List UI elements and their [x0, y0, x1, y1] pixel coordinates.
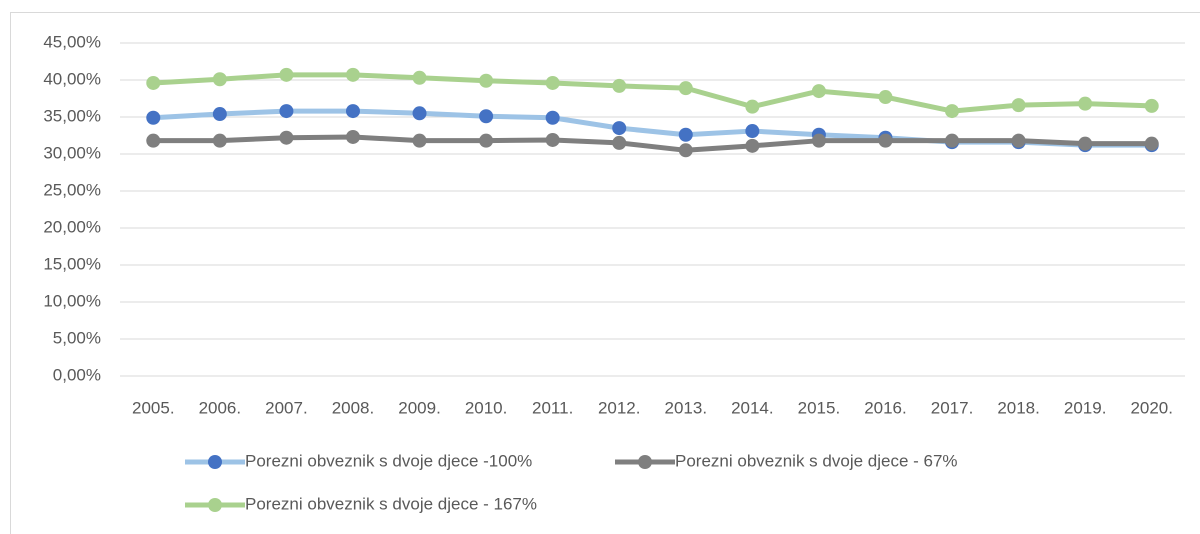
y-tick-label: 40,00%	[43, 69, 101, 88]
y-tick-label: 0,00%	[53, 365, 101, 384]
y-tick-label: 30,00%	[43, 143, 101, 162]
data-point	[279, 67, 294, 82]
x-tick-label: 2018.	[997, 398, 1040, 417]
data-point	[745, 124, 760, 139]
x-tick-label: 2017.	[931, 398, 974, 417]
data-point	[678, 81, 693, 96]
legend-marker	[638, 455, 652, 469]
data-point	[945, 133, 960, 148]
data-point	[612, 121, 627, 136]
y-tick-label: 5,00%	[53, 328, 101, 347]
data-point	[678, 127, 693, 142]
data-point	[345, 67, 360, 82]
x-tick-label: 2006.	[199, 398, 242, 417]
legend-label: Porezni obveznik s dvoje djece - 67%	[675, 451, 958, 470]
data-point	[612, 78, 627, 93]
x-tick-label: 2013.	[665, 398, 708, 417]
data-point	[545, 75, 560, 90]
x-tick-label: 2020.	[1130, 398, 1173, 417]
data-point	[1144, 136, 1159, 151]
y-tick-label: 35,00%	[43, 106, 101, 125]
data-point	[811, 84, 826, 99]
data-point	[212, 107, 227, 122]
data-point	[878, 90, 893, 105]
data-point	[1078, 136, 1093, 151]
data-point	[545, 132, 560, 147]
data-point	[479, 73, 494, 88]
data-point	[146, 75, 161, 90]
x-tick-label: 2009.	[398, 398, 441, 417]
series-line	[153, 134, 1152, 153]
y-tick-label: 45,00%	[43, 32, 101, 51]
legend-marker	[208, 498, 222, 512]
x-tick-label: 2005.	[132, 398, 175, 417]
data-point	[146, 133, 161, 148]
data-point	[212, 72, 227, 87]
data-point	[345, 129, 360, 144]
data-point	[878, 133, 893, 148]
x-tick-label: 2010.	[465, 398, 508, 417]
data-point	[146, 110, 161, 125]
data-point	[479, 133, 494, 148]
data-point	[345, 104, 360, 119]
data-point	[1011, 98, 1026, 113]
y-tick-label: 25,00%	[43, 180, 101, 199]
x-tick-label: 2015.	[798, 398, 841, 417]
x-tick-label: 2008.	[332, 398, 375, 417]
data-point	[212, 133, 227, 148]
data-point	[745, 138, 760, 153]
data-point	[279, 104, 294, 119]
data-point	[945, 104, 960, 119]
data-point	[678, 143, 693, 158]
data-point	[745, 99, 760, 114]
data-point	[479, 109, 494, 124]
data-point	[545, 110, 560, 125]
data-point	[1078, 96, 1093, 111]
x-tick-label: 2014.	[731, 398, 774, 417]
data-point	[412, 133, 427, 148]
data-point	[1144, 98, 1159, 113]
x-tick-label: 2019.	[1064, 398, 1107, 417]
y-tick-label: 10,00%	[43, 291, 101, 310]
data-point	[279, 130, 294, 145]
data-point	[612, 135, 627, 150]
x-tick-label: 2011.	[532, 398, 573, 417]
data-point	[1011, 133, 1026, 148]
y-tick-label: 15,00%	[43, 254, 101, 273]
x-tick-label: 2012.	[598, 398, 641, 417]
series-line	[153, 72, 1152, 114]
data-point	[412, 70, 427, 85]
data-point	[412, 106, 427, 121]
legend-label: Porezni obveznik s dvoje djece -100%	[245, 451, 532, 470]
data-point	[811, 133, 826, 148]
legend-label: Porezni obveznik s dvoje djece - 167%	[245, 494, 537, 513]
chart-border	[10, 12, 1200, 534]
x-tick-label: 2016.	[864, 398, 907, 417]
y-tick-label: 20,00%	[43, 217, 101, 236]
legend-marker	[208, 455, 222, 469]
x-tick-label: 2007.	[265, 398, 308, 417]
